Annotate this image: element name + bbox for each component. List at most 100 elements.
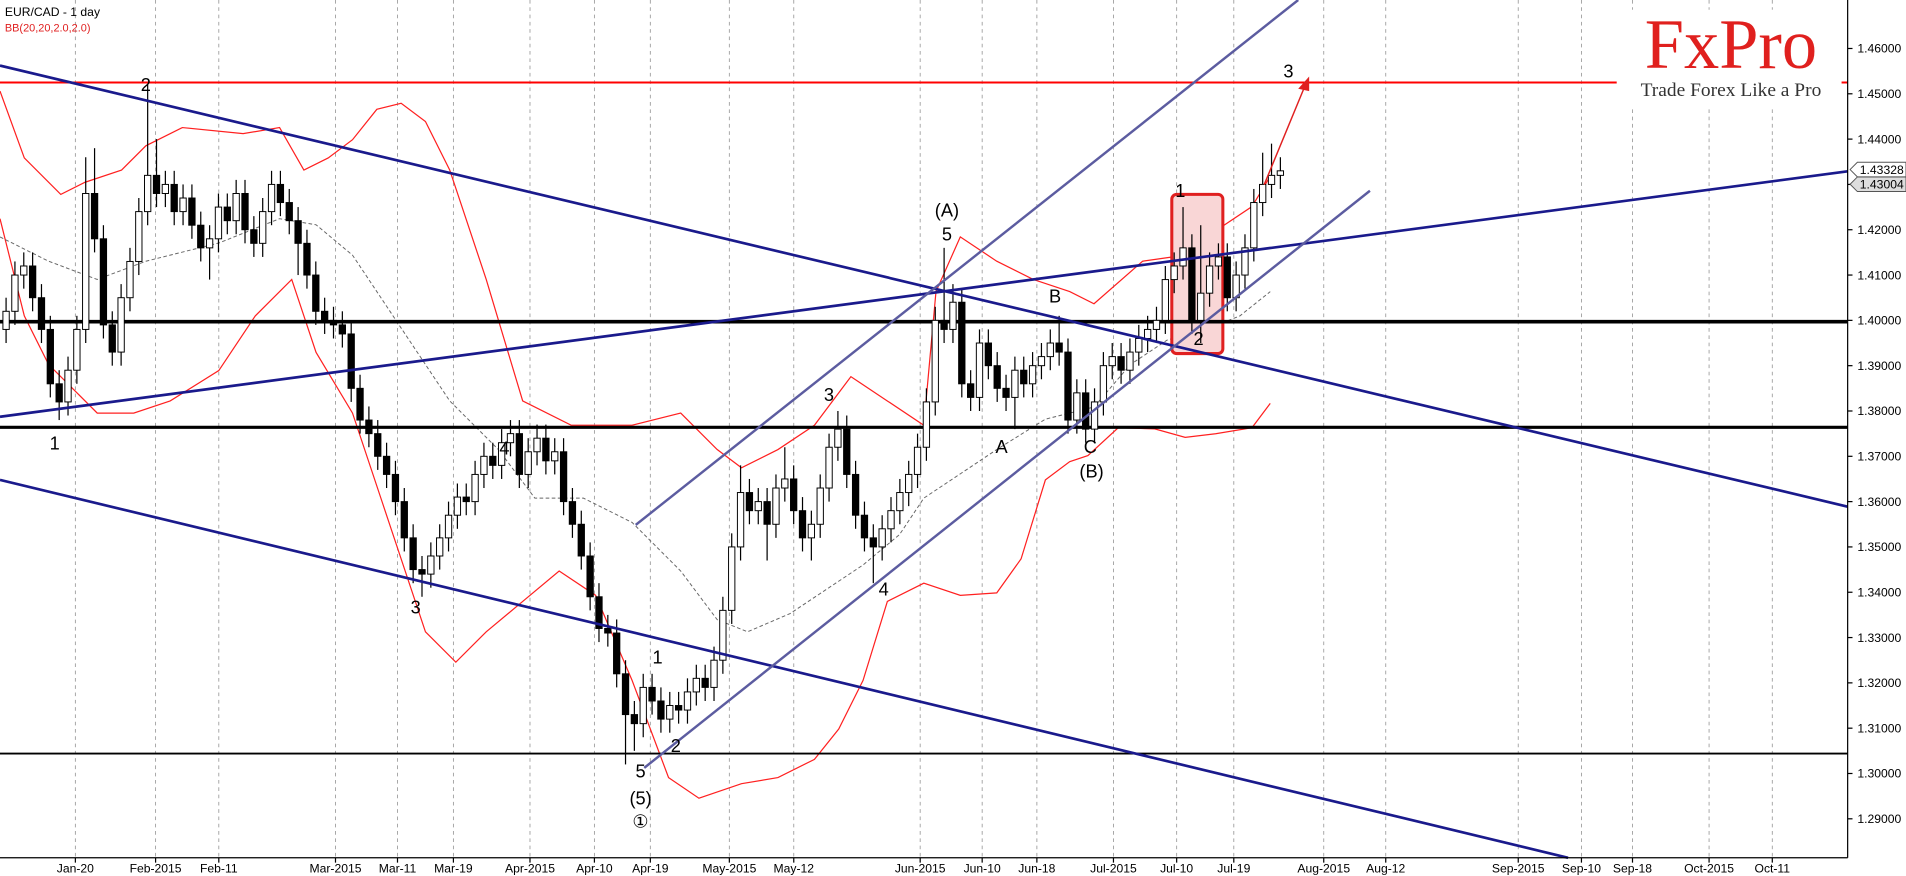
x-tick-label: Oct-11 <box>1755 861 1791 875</box>
candle-body <box>551 451 559 462</box>
candle-body <box>559 451 568 503</box>
wave-label: 2 <box>141 75 151 95</box>
candle-body <box>444 514 453 539</box>
candle-body <box>20 265 28 276</box>
candle-body <box>905 473 913 494</box>
candle-body <box>1055 342 1063 353</box>
candle-body <box>621 673 630 716</box>
candle-body <box>754 501 762 512</box>
candle-body <box>356 387 364 421</box>
candle-body <box>214 206 223 240</box>
axis-labels: 1.29000 1.30000 1.31000 1.32000 1.33000 1.340… <box>57 42 1906 875</box>
y-tick-label: 1.44000 <box>1857 132 1901 146</box>
candle-body <box>188 197 196 226</box>
y-tick-label: 1.39000 <box>1857 359 1901 373</box>
candle-body <box>1214 256 1223 267</box>
candle-body <box>436 537 444 557</box>
candle-body <box>126 260 134 299</box>
candle-body <box>1161 279 1169 321</box>
candle-body <box>480 455 488 475</box>
candle-body <box>1250 202 1258 249</box>
candle-body <box>1082 392 1090 430</box>
candle-body <box>391 473 400 503</box>
price-marker-label: 1.43004 <box>1860 177 1904 191</box>
grid <box>74 0 1773 858</box>
candle-body <box>2 310 10 330</box>
wave-label: A <box>996 437 1009 457</box>
candle-body <box>807 523 816 539</box>
candle-body <box>267 183 276 213</box>
candle-body <box>568 501 577 525</box>
x-tick-label: Feb-2015 <box>130 861 182 875</box>
candle-body <box>515 433 523 475</box>
x-tick-label: May-2015 <box>702 861 756 875</box>
candle-body <box>843 428 851 475</box>
candle-body <box>798 510 807 539</box>
x-tick-label: Sep-2015 <box>1492 861 1545 875</box>
price-marker <box>1849 176 1906 193</box>
candle-body <box>958 301 966 385</box>
candle-body <box>170 183 178 213</box>
candle-body <box>1126 351 1134 371</box>
indicator-label: BB(20,20,2.0,2.0) <box>5 23 91 35</box>
candle-body <box>1259 183 1267 204</box>
candle-body <box>710 659 718 688</box>
candle-body <box>82 193 90 330</box>
candle-body <box>11 274 19 312</box>
candle-body <box>427 555 435 575</box>
candle-body <box>365 419 373 435</box>
candle-body <box>745 492 754 512</box>
candle-body <box>728 546 736 611</box>
y-tick-label: 1.32000 <box>1857 676 1901 690</box>
y-tick-label: 1.31000 <box>1857 721 1901 735</box>
candle-body <box>613 632 621 675</box>
candle-body <box>259 211 267 244</box>
x-tick-label: Sep-10 <box>1562 861 1601 875</box>
candle-body <box>1064 351 1072 421</box>
candle-body <box>135 211 143 262</box>
candle-body <box>1037 356 1046 367</box>
y-tick-label: 1.34000 <box>1857 585 1901 599</box>
candle-body <box>931 319 939 403</box>
candle-body <box>497 442 506 466</box>
candle-body <box>940 319 948 330</box>
candle-body <box>285 202 293 222</box>
candle-body <box>781 478 789 489</box>
candle-body <box>825 446 833 489</box>
candle-body <box>347 333 355 389</box>
candle-body <box>630 714 639 725</box>
candle-body <box>1223 256 1231 299</box>
candle-body <box>790 478 798 512</box>
candle-body <box>595 596 603 629</box>
x-tick-label: Aug-2015 <box>1297 861 1350 875</box>
candle-body <box>462 496 470 503</box>
candle-body <box>46 328 54 385</box>
x-tick-label: Jun-18 <box>1018 861 1055 875</box>
wave-label: 2 <box>1193 329 1203 349</box>
candle-body <box>1090 401 1099 430</box>
candle-body <box>294 220 302 244</box>
x-tick-label: Jul-19 <box>1217 861 1250 875</box>
candle-body <box>312 274 320 312</box>
x-tick-label: Jan-20 <box>57 861 94 875</box>
candle-body <box>329 319 338 326</box>
candle-body <box>64 369 72 403</box>
candle-body <box>719 609 727 661</box>
y-tick-label: 1.41000 <box>1857 268 1901 282</box>
candle-body <box>736 492 745 548</box>
price-marker <box>1849 161 1906 178</box>
candle-body <box>250 229 258 244</box>
candle-body <box>1073 392 1081 421</box>
channel-line <box>643 189 1371 769</box>
candle-body <box>418 569 426 575</box>
channel-line <box>634 0 1299 526</box>
candle-body <box>701 677 709 688</box>
candle-body <box>99 238 108 326</box>
candle-body <box>471 473 479 503</box>
wave-label: 5 <box>636 762 646 782</box>
candle-body <box>949 301 957 330</box>
trend-line <box>0 478 1569 860</box>
target-arrow <box>1263 87 1305 185</box>
candle-body <box>223 206 231 222</box>
